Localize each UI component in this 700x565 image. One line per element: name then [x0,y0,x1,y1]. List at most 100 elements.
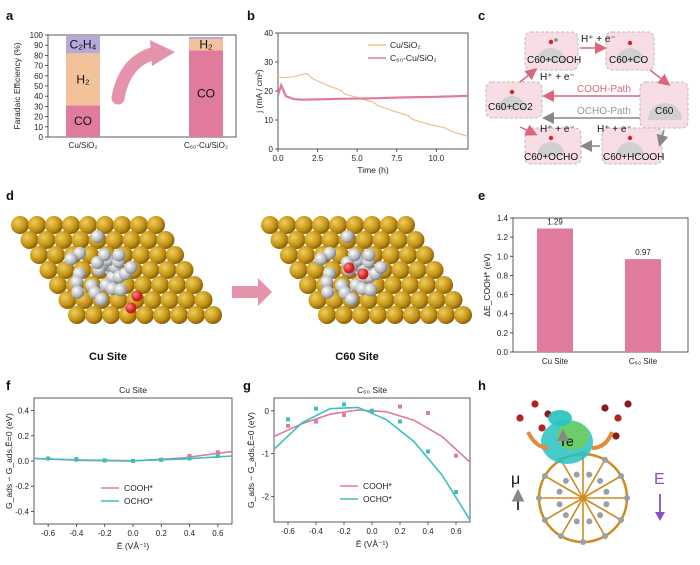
cu-atom [20,231,39,249]
cu-atom [261,216,279,234]
cu-atom [393,291,412,309]
cu-atom [28,216,46,234]
bar-segment-label: H₂ [76,72,90,86]
data-point [74,457,79,462]
cage-bond [544,475,584,499]
cage-bond [582,497,606,537]
cu-atom [85,306,103,324]
node-label-c60: C60 [655,106,674,117]
cu-atom [11,216,29,234]
oxygen-atom [131,290,143,302]
cu-atom [204,306,222,324]
cu-atom [346,216,364,234]
y-tick-label: -2 [262,492,270,501]
gas-molecule-atom [538,424,546,432]
cu-atom [386,306,404,324]
cu-atom [435,276,453,294]
panel-g-scatter-chart: -0.6 -0.4 -0.2 0.0 0.2 0.4 0.6 -2 -1 0 C₆₀ Site Ē (… [246,385,471,549]
cu-atom [401,276,419,294]
legend-label: OCHO* [124,496,154,506]
y-axis-label: G_ads − G_ads,Ē=0 (eV) [4,413,14,509]
cu-atom [45,216,63,234]
cu-atom [156,231,175,249]
cage-atom [624,495,630,501]
cage-bond [582,475,622,499]
data-point [398,404,402,409]
cage-atom [618,473,625,479]
y-tick-label: 0 [39,133,44,142]
node-label-c60-co2: C60+CO2 [488,102,533,113]
cage-atom [580,539,586,545]
bar-segment [189,39,223,51]
cu-atom [403,306,421,324]
cage-bond [582,497,622,521]
arrow-icon [656,129,669,147]
cu-atom [170,306,188,324]
y-tick-label: -0.4 [15,507,29,516]
carbon-atom [95,292,108,306]
data-point [370,408,374,413]
y-tick-label: 1.4 [497,214,509,223]
cage-atom [618,517,625,523]
y-tick-label: -1 [262,450,270,459]
molecule-atom-icon [627,135,633,141]
data-point [159,457,164,462]
data-point [426,449,430,454]
cu-atom [318,306,336,324]
carbon-atom [98,248,111,262]
y-tick-label: -0.2 [15,482,29,491]
step-label: H⁺ + e⁻ [581,34,616,45]
node-label-c60-ocho: C60+OCHO [524,152,578,163]
panel-letter-a: a [6,8,14,23]
y-tick-label: 1.2 [497,233,509,242]
x-tick-label: -0.2 [98,529,112,538]
x-tick-label: 0.0 [366,527,378,536]
cu-atom [30,246,48,264]
cage-atom [573,471,580,478]
step-label: H⁺ + e⁻ [540,124,575,135]
y-tick-label: 10 [264,116,273,125]
y-tick-label: 0 [269,145,274,154]
cooh-path-label: COOH-Path [577,84,631,95]
cu-atom [304,231,323,249]
node-label-c60-co: C60+CO [609,55,648,66]
gas-molecule-atom [531,400,539,408]
curved-arrow-head-icon [150,40,175,66]
cage-atom [597,512,604,519]
panel-letter-g: g [243,378,251,393]
x-axis-label: Time (h) [357,165,388,175]
x-tick-label: -0.2 [337,527,351,536]
right-arrow-icon [232,278,272,306]
data-point [426,410,430,415]
x-tick-label: -0.4 [309,527,323,536]
x-tick-label: 0.4 [422,527,434,536]
cu-atom [151,276,169,294]
cu-atom [397,216,415,234]
panel-h-illustration: e μ E [511,400,665,545]
cage-bond [560,497,584,537]
cu-atom [299,276,317,294]
cu-atom [134,276,152,294]
panel-letter-d: d [6,188,14,203]
data-point [187,456,192,461]
plot-frame [277,32,469,150]
panel-letter-e: e [478,188,485,203]
cu-atom [139,231,158,249]
y-tick-label: 90 [34,41,43,50]
x-axis-label: Ē (VÅ⁻¹) [356,539,389,549]
y-tick-label: 0.0 [497,348,509,357]
x-tick-label: Cu Site [542,357,569,366]
field-label: E [654,471,665,488]
cage-atom [573,518,580,525]
molecule-atom-icon [548,39,554,45]
y-tick-label: 0.0 [18,457,30,466]
y-tick-label: 20 [34,113,43,122]
carbon-atom [314,252,328,266]
y-tick-label: 60 [34,72,43,81]
panel-d-structures: Cu Site C60 Site [11,216,472,363]
molecule-atom-icon [509,89,515,95]
data-point [215,450,220,455]
bar [537,228,573,352]
bar-data-label: 0.97 [635,248,651,257]
